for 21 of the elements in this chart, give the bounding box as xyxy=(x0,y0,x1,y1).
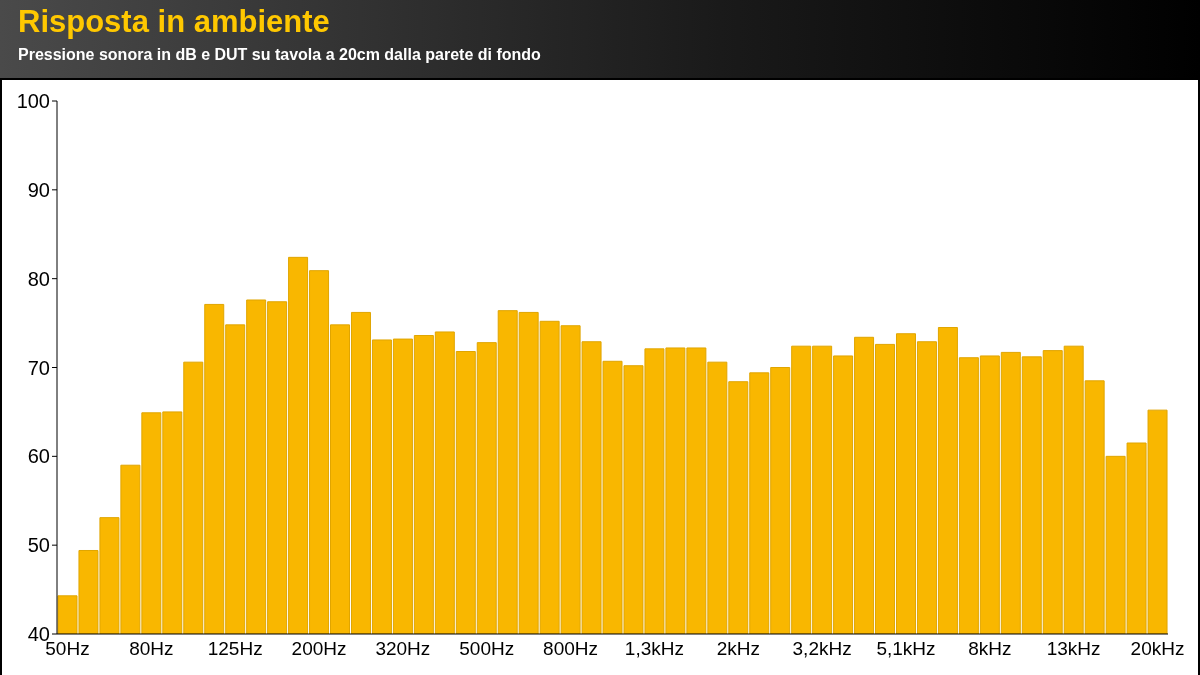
x-tick-label: 13kHz xyxy=(1046,638,1101,660)
x-tick-label: 200Hz xyxy=(291,638,347,660)
y-tick-label: 50 xyxy=(27,534,50,557)
x-tick-label: 80Hz xyxy=(129,638,174,660)
chart-title: Risposta in ambiente xyxy=(18,4,330,40)
x-tick-label: 320Hz xyxy=(375,638,431,660)
y-tick-label: 100 xyxy=(16,90,50,113)
x-tick-label: 500Hz xyxy=(459,638,515,660)
x-tick-label: 8kHz xyxy=(968,638,1012,660)
y-tick-label: 80 xyxy=(27,267,50,290)
x-tick-label: 5,1kHz xyxy=(876,638,936,660)
x-tick-label: 125Hz xyxy=(207,638,263,660)
y-tick-label: 70 xyxy=(27,356,50,379)
x-tick-label: 2kHz xyxy=(716,638,760,660)
y-tick-label: 90 xyxy=(27,178,50,201)
x-tick-label: 800Hz xyxy=(543,638,599,660)
x-tick-label: 1,3kHz xyxy=(624,638,684,660)
x-tick-label: 3,2kHz xyxy=(792,638,852,660)
chart-subtitle: Pressione sonora in dB e DUT su tavola a 20cm dalla parete di fondo xyxy=(18,46,541,64)
x-tick-label: 20kHz xyxy=(1130,638,1185,660)
y-tick-label: 60 xyxy=(27,445,50,468)
